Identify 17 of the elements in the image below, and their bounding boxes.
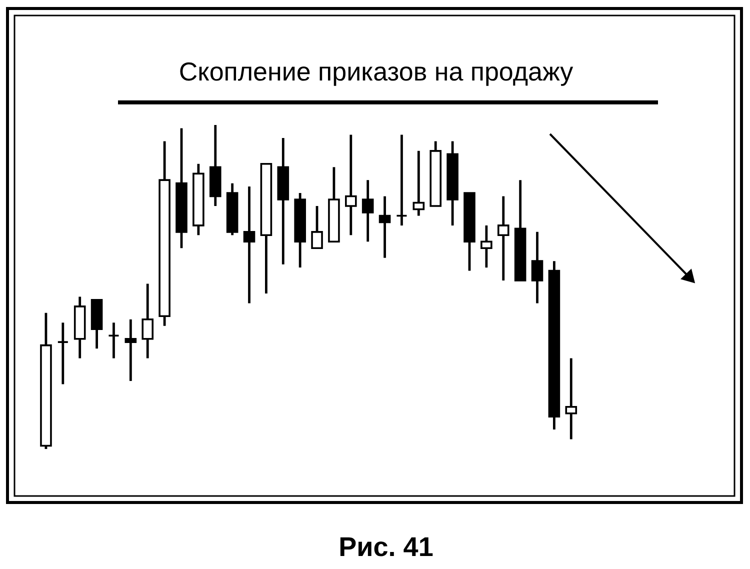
candlestick [412,150,425,217]
candlestick [345,134,357,236]
candlestick [142,282,154,360]
candlestick [480,224,492,269]
ref-line-label: Скопление приказов на продажу [178,56,574,86]
candlestick [396,134,408,227]
candlestick [565,357,578,440]
candlestick [243,185,256,304]
candlestick [362,178,374,243]
candlestick [378,195,391,260]
text: Рис. 41 [338,532,434,562]
candlestick [124,318,137,382]
candlestick [531,230,544,304]
candlestick [497,195,510,282]
candlestick [311,204,323,250]
candlestick [108,321,120,360]
candlestick [57,321,69,386]
